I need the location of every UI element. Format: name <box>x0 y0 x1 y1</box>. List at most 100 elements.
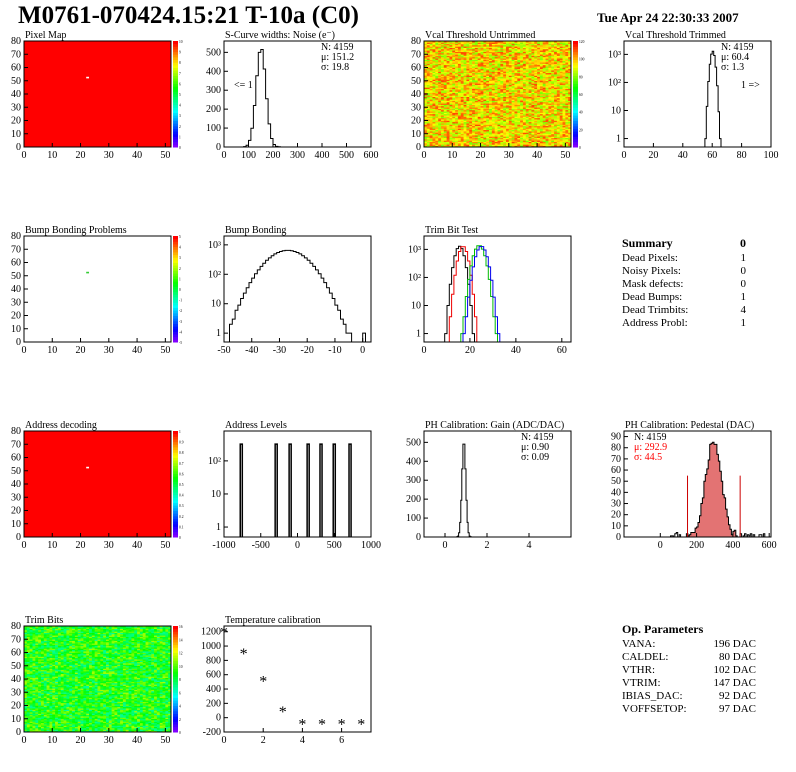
heatmap-cell <box>435 125 439 128</box>
heatmap-cell <box>103 726 107 729</box>
heatmap-cell <box>505 70 510 72</box>
x-tick-label: 30 <box>504 150 514 161</box>
heatmap-cell <box>460 117 464 120</box>
heatmap-cell <box>503 94 507 96</box>
heatmap-cell <box>108 725 112 728</box>
heatmap-cell <box>503 43 507 46</box>
heatmap-cell <box>554 86 558 88</box>
heatmap-cell <box>545 97 549 100</box>
colorbar-segment <box>173 486 178 490</box>
heatmap-cell <box>480 145 484 148</box>
heatmap-cell <box>503 139 507 141</box>
heatmap-cell <box>531 58 535 60</box>
heatmap-cell <box>449 97 453 100</box>
heatmap-cell <box>114 728 118 730</box>
heatmap-cell <box>480 139 484 141</box>
heatmap-cell <box>551 47 555 50</box>
heatmap-cell <box>548 46 552 48</box>
heatmap-cell <box>489 141 493 144</box>
heatmap-cell <box>449 48 453 51</box>
y-tick-label: 1 <box>216 328 221 339</box>
x-tick-label: 20 <box>465 345 475 356</box>
heatmap-cell <box>497 115 501 117</box>
heatmap-cell <box>545 90 549 92</box>
heatmap-cell <box>539 91 544 93</box>
heatmap-cell <box>568 133 572 136</box>
colorbar-segment <box>573 133 578 137</box>
heatmap-cell <box>443 41 447 43</box>
heatmap-cell <box>505 94 510 96</box>
heatmap-cell <box>531 135 535 137</box>
heatmap-cell <box>531 74 535 76</box>
colorbar-segment <box>173 43 178 47</box>
heatmap-cell <box>469 144 473 146</box>
heatmap-cell <box>559 113 563 116</box>
heatmap-cell <box>551 43 555 46</box>
heatmap-cell <box>452 96 456 99</box>
heatmap-cell <box>511 80 515 83</box>
heatmap-cell <box>531 123 535 125</box>
heatmap-cell <box>534 140 538 143</box>
heatmap-cell <box>542 78 546 80</box>
heatmap-cell <box>539 144 544 146</box>
heatmap-cell <box>497 97 501 100</box>
heatmap-cell <box>491 66 495 68</box>
heatmap-cell <box>486 79 490 82</box>
heatmap-cell <box>148 728 152 730</box>
heatmap-cell <box>514 103 518 105</box>
heatmap-cell <box>559 47 563 50</box>
heatmap-cell <box>435 59 439 62</box>
heatmap-cell <box>457 41 462 43</box>
heatmap-cell <box>531 67 535 70</box>
heatmap-cell <box>463 121 467 124</box>
heatmap-cell <box>565 109 569 112</box>
heatmap-cell <box>38 728 42 730</box>
heatmap-cell <box>494 72 498 75</box>
colorbar-segment <box>173 449 178 453</box>
heatmap-cell <box>491 71 495 74</box>
panel-title: Bump Bonding Problems <box>25 225 127 236</box>
heatmap-cell <box>568 54 572 56</box>
heatmap-cell <box>91 730 95 733</box>
heatmap-cell <box>503 137 507 140</box>
heatmap-cell <box>522 141 527 144</box>
heatmap-cell <box>463 145 467 148</box>
heatmap-cell <box>505 41 510 43</box>
heatmap-cell <box>74 726 79 729</box>
heatmap-cell <box>511 59 515 62</box>
heatmap-cell <box>539 123 544 125</box>
heatmap-cell <box>466 128 470 131</box>
heatmap-cell <box>438 117 442 120</box>
heatmap-cell <box>568 50 572 52</box>
heatmap-cell <box>486 75 490 78</box>
heatmap-cell <box>429 127 433 129</box>
heatmap-cell <box>474 115 479 117</box>
heatmap-cell <box>497 108 501 111</box>
heatmap-cell <box>429 92 433 95</box>
heatmap-cell <box>486 41 490 43</box>
heatmap-cell <box>568 79 572 82</box>
heatmap-cell <box>477 86 481 88</box>
heatmap-cell <box>539 127 544 129</box>
heatmap-cell <box>522 46 527 48</box>
heatmap-cell <box>449 107 453 109</box>
heatmap-cell <box>438 136 442 139</box>
heatmap-cell <box>528 113 532 116</box>
heatmap-cell <box>446 132 450 135</box>
heatmap-cell <box>542 120 546 123</box>
heatmap-cell <box>497 71 501 74</box>
heatmap-cell <box>435 101 439 104</box>
heatmap-cell <box>148 730 152 733</box>
heatmap-cell <box>438 64 442 67</box>
heatmap-cell <box>477 111 481 113</box>
heatmap-cell <box>508 113 512 116</box>
colorbar-segment <box>173 139 178 143</box>
heatmap-cell <box>545 64 549 67</box>
heatmap-cell <box>520 113 524 116</box>
heatmap-cell <box>539 135 544 137</box>
heatmap-cell <box>494 112 498 115</box>
colorbar-segment <box>173 505 178 509</box>
heatmap-cell <box>514 97 518 100</box>
heatmap-cell <box>545 44 549 47</box>
heatmap-cell <box>477 52 481 55</box>
